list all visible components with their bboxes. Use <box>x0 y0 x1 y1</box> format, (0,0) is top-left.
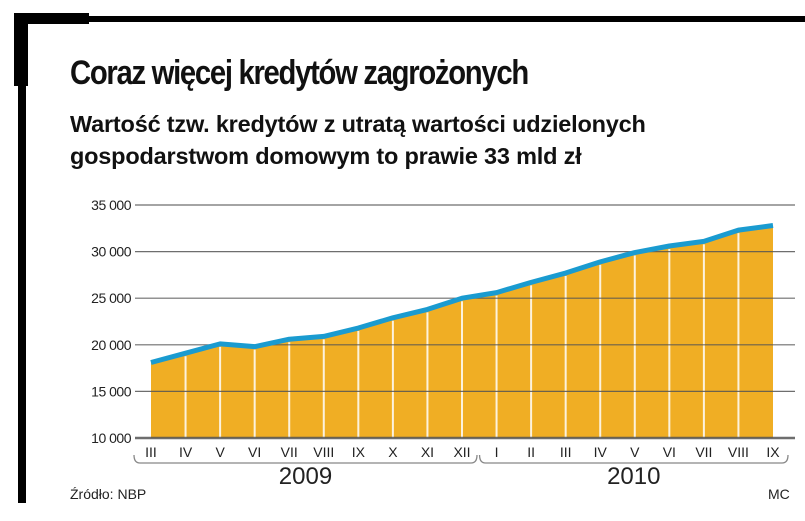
chart-title: Coraz więcej kredytów zagrożonych <box>70 54 529 92</box>
x-tick-label: III <box>560 444 572 460</box>
x-tick-label: II <box>527 444 535 460</box>
author-initials: MC <box>768 486 790 502</box>
x-tick-label: IV <box>179 444 193 460</box>
x-tick-label: XI <box>421 444 434 460</box>
year-label: 2010 <box>607 463 660 490</box>
chart-subtitle: Wartość tzw. kredytów z utratą wartości … <box>70 108 646 172</box>
x-tick-label: XII <box>453 444 470 460</box>
x-tick-label: IX <box>766 444 780 460</box>
y-tick-label: 30 000 <box>91 244 132 260</box>
x-tick-label: VII <box>281 444 298 460</box>
x-tick-label: VIII <box>313 444 334 460</box>
y-tick-label: 15 000 <box>91 383 132 399</box>
y-tick-label: 20 000 <box>91 337 132 353</box>
x-tick-label: VI <box>663 444 676 460</box>
frame-corner <box>14 13 89 24</box>
x-tick-label: VII <box>695 444 712 460</box>
x-tick-label: V <box>215 444 225 460</box>
x-tick-label: IX <box>352 444 366 460</box>
x-tick-label: X <box>388 444 398 460</box>
y-tick-label: 10 000 <box>91 430 132 446</box>
source-note: Źródło: NBP <box>70 486 147 502</box>
frame-left <box>18 13 26 503</box>
y-tick-label: 35 000 <box>91 197 132 213</box>
year-label: 2009 <box>279 463 332 490</box>
x-tick-label: VIII <box>728 444 749 460</box>
year-bracket <box>478 454 789 464</box>
x-tick-label: V <box>630 444 640 460</box>
frame-top <box>14 16 805 22</box>
subtitle-line-2: gospodarstwom domowym to prawie 33 mld z… <box>70 143 582 169</box>
subtitle-line-1: Wartość tzw. kredytów z utratą wartości … <box>70 111 646 137</box>
x-tick-label: I <box>495 444 499 460</box>
x-tick-label: VI <box>248 444 261 460</box>
y-tick-label: 25 000 <box>91 290 132 306</box>
x-tick-label: IV <box>594 444 608 460</box>
x-tick-label: III <box>145 444 157 460</box>
year-bracket <box>133 454 478 464</box>
